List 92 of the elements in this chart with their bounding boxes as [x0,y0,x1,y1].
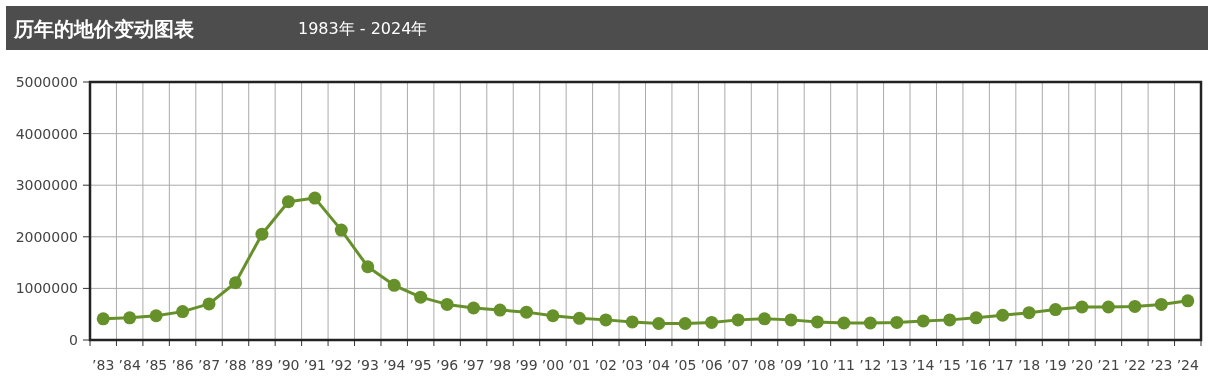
x-tick-label: ’97 [462,357,485,373]
point [1075,300,1089,314]
point [467,301,481,315]
x-tick-label: ’10 [806,357,829,373]
point [599,313,613,327]
x-tick-label: ’07 [726,357,750,373]
point [546,309,560,323]
x-tick-label: ’93 [356,357,379,373]
point [705,315,719,329]
x-tick-label: ’09 [779,357,803,373]
x-tick-label: ’12 [859,357,882,373]
x-tick-label: ’24 [1176,357,1199,373]
x-tick-label: ’91 [303,357,326,373]
point [149,309,163,323]
chart-subtitle: 1983年 - 2024年 [298,19,428,38]
y-tick-label: 3000000 [15,177,78,194]
point [652,316,666,330]
point [440,297,454,311]
point [387,278,401,292]
x-tick-label: ’08 [753,357,776,373]
x-tick-label: ’20 [1070,357,1094,373]
x-tick-label: ’95 [409,357,432,373]
x-tick-label: ’92 [330,357,353,373]
y-tick-label: 5000000 [15,74,78,90]
x-tick-label: ’86 [171,357,194,373]
x-tick-label: ’13 [885,357,908,373]
point [758,312,772,326]
point [810,315,824,329]
x-tick-label: ’98 [488,357,512,373]
point [334,223,348,237]
point [519,305,533,319]
point [1181,294,1195,308]
x-tick-label: ’01 [568,357,591,373]
point [281,195,295,209]
x-tick-label: ’94 [383,357,406,373]
y-tick-label: 1000000 [15,280,78,297]
point [123,311,137,325]
x-tick-label: ’22 [1123,357,1146,373]
y-tick-label: 4000000 [15,125,78,142]
point [784,313,798,327]
point [916,314,930,328]
x-tick-label: ’00 [541,357,565,373]
x-tick-label: ’02 [594,357,617,373]
point [625,315,639,329]
x-tick-label: ’87 [197,357,221,373]
point [890,315,904,329]
x-tick-label: ’18 [1017,357,1041,373]
point [414,290,428,304]
point [202,297,216,311]
point [996,308,1010,322]
x-tick-label: ’17 [991,357,1014,373]
x-tick-label: ’04 [647,357,670,373]
x-tick-label: ’19 [1044,357,1067,373]
point [1049,303,1063,317]
point [308,191,322,205]
x-tick-label: ’96 [435,357,459,373]
x-tick-label: ’84 [118,357,141,373]
x-tick-label: ’88 [224,357,247,373]
x-tick-label: ’03 [621,357,644,373]
point [1128,299,1142,313]
x-tick-label: ’21 [1097,357,1120,373]
point [678,316,692,330]
x-tick-label: ’99 [515,357,538,373]
x-tick-label: ’14 [912,357,935,373]
point [943,313,957,327]
x-tick-label: ’15 [938,357,961,373]
point [1154,297,1168,311]
y-tick-label: 0 [69,332,78,348]
x-tick-label: ’11 [832,357,856,373]
x-tick-label: ’89 [250,357,274,373]
point [1022,306,1036,320]
point [255,227,269,241]
point [837,316,851,330]
x-tick-label: ’83 [92,357,115,373]
x-tick-label: ’23 [1150,357,1173,373]
point [969,311,983,325]
point [96,312,110,326]
y-tick-label: 2000000 [15,228,78,245]
point [1101,300,1115,314]
point [361,260,375,274]
point [572,311,586,325]
point [731,313,745,327]
chart-title: 历年的地价变动图表 [13,17,194,41]
x-tick-label: ’05 [674,357,697,373]
point [176,305,190,319]
point [863,316,877,330]
point [228,276,242,290]
x-tick-label: ’90 [277,357,300,373]
x-tick-label: ’16 [965,357,988,373]
x-tick-label: ’85 [145,357,168,373]
x-tick-label: ’06 [700,357,723,373]
point [493,303,507,317]
